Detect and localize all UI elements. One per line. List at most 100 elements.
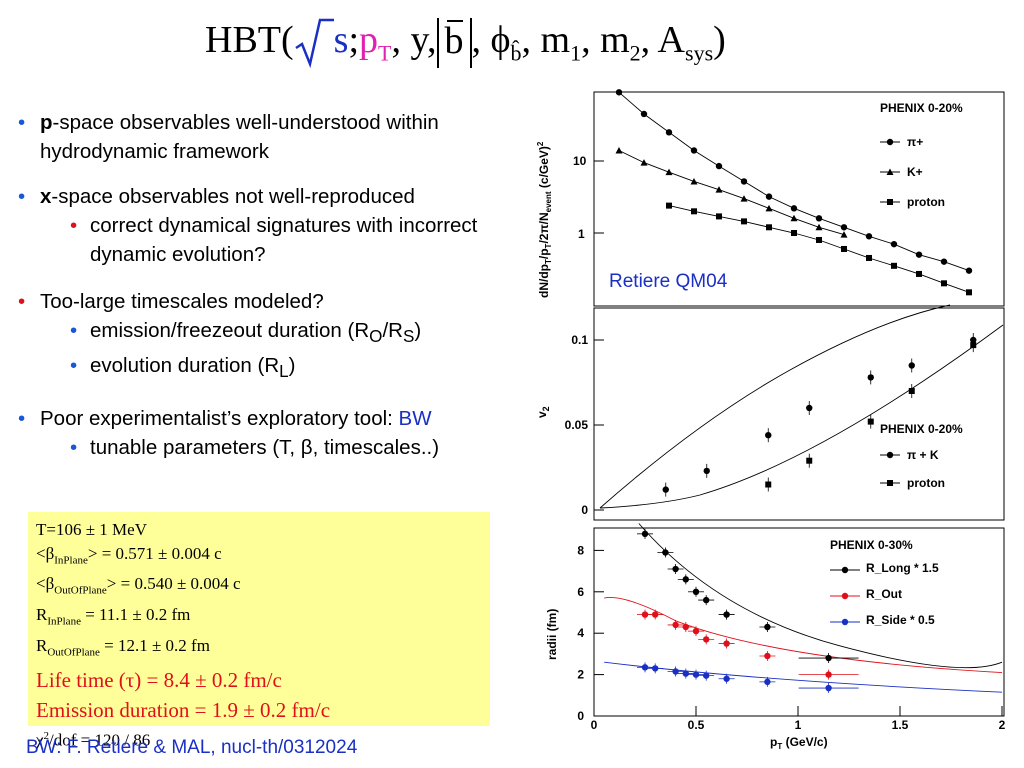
spectra-point — [665, 129, 673, 136]
radii-point — [672, 565, 679, 573]
bw-beta-outofplane: <βOutOfPlane> = 0.540 ± 0.004 c — [36, 572, 482, 603]
radii-point — [672, 668, 679, 675]
spectra-point — [790, 214, 798, 222]
spectra-point — [891, 262, 897, 269]
radii-xtick-label: 1 — [795, 718, 802, 732]
spectra-point — [690, 147, 698, 154]
bullet-text: correct dynamical signatures with incorr… — [90, 214, 478, 266]
v2-legend-title: PHENIX 0-20% — [880, 422, 963, 436]
bullet-dot-icon: • — [70, 214, 78, 237]
txt: > = 0.571 ± 0.004 c — [87, 543, 222, 563]
spectra-ytick-1: 1 — [578, 227, 585, 241]
spectra-point — [790, 205, 798, 212]
legend-marker — [886, 451, 894, 459]
bullet-text: ) — [414, 319, 422, 342]
spectra-point — [865, 233, 873, 240]
bullet-text: evolution duration (R — [90, 354, 280, 378]
txt: /dof = 120 / 86 — [49, 730, 151, 750]
spectra-point — [965, 267, 973, 274]
radii-point — [825, 654, 832, 662]
radii-ytick-label: 0 — [577, 709, 584, 723]
spectra-point — [840, 231, 848, 238]
title-b-vector: b — [436, 18, 472, 69]
v2-point — [806, 457, 813, 464]
legend-label: K+ — [907, 165, 923, 179]
spectra-point — [665, 168, 673, 176]
spectra-point — [791, 230, 797, 236]
title-phi-sub: b̂ — [510, 40, 522, 66]
txt: = 11.1 ± 0.2 fm — [80, 605, 191, 625]
bullet-bold: x — [40, 185, 52, 208]
v2-tick-label: 0 — [581, 503, 588, 517]
v2-point — [867, 374, 874, 381]
spectra-point — [740, 178, 748, 185]
txt: R — [36, 605, 48, 625]
bullet-dot-icon: • — [18, 185, 26, 208]
v2-ylabel: v2 — [535, 406, 551, 418]
spectra-frame — [593, 91, 1005, 307]
legend-label: proton — [907, 195, 945, 209]
txt: = 12.1 ± 0.2 fm — [99, 636, 210, 656]
radii-ylabel: radii (fm) — [545, 609, 559, 660]
radii-ticks: 0 2 4 6 8 0 0.5 1 1.5 2 — [577, 543, 1005, 732]
v2-fit-pik — [599, 304, 951, 509]
radii-ytick-label: 6 — [577, 585, 584, 599]
radii-point — [692, 671, 700, 678]
radii-point — [825, 671, 832, 678]
radii-point — [703, 636, 710, 643]
title-a-sub: sys — [685, 40, 714, 66]
spectra-point — [766, 224, 772, 231]
title-m2-sub: 2 — [629, 40, 641, 66]
bw-highlight: BW — [398, 407, 432, 431]
bullet-text: emission/freezeout duration (R — [90, 319, 370, 342]
radii-point — [703, 596, 710, 604]
spectra-points — [615, 89, 973, 296]
v2-ticks: 0 0.05 0.1 — [565, 333, 604, 517]
spectra-point — [841, 245, 847, 252]
legend-marker — [886, 138, 894, 146]
radii-point — [723, 640, 730, 647]
radii-ytick-label: 8 — [577, 543, 584, 557]
sub: OutOfPlane — [54, 584, 107, 597]
bullet-dot-icon: • — [70, 319, 78, 342]
title-m1-sub: 1 — [570, 40, 582, 66]
bw-r-outofplane: ROutOfPlane = 12.1 ± 0.2 fm — [36, 634, 482, 665]
bullet-x-space: • x-space observables not well-reproduce… — [18, 182, 538, 211]
title-p: p — [359, 19, 379, 61]
v2-points — [662, 333, 977, 497]
legend-label: R_Out — [866, 587, 902, 601]
title-y: , y, — [391, 19, 437, 61]
bw-beta-inplane: <βInPlane> = 0.571 ± 0.004 c — [36, 542, 482, 573]
sub-bullet-dynamical: • correct dynamical signatures with inco… — [18, 211, 538, 269]
spectra-point — [940, 258, 948, 265]
radii-fit-long — [638, 523, 1003, 669]
spectra-point — [815, 223, 823, 231]
radii-xtick-label: 0 — [591, 718, 598, 732]
spectra-point — [715, 162, 723, 170]
v2-legend: π + K proton — [880, 448, 945, 490]
bw-chi2: χ2/dof = 120 / 86 — [36, 725, 482, 752]
bullet-text: tunable parameters (T, β, timescales..) — [90, 436, 440, 460]
spectra-point — [765, 204, 773, 212]
radii-xlabel: pT (GeV/c) — [770, 735, 828, 751]
title-a: , A — [640, 19, 686, 61]
title-s: s — [333, 19, 349, 61]
spectra-point — [941, 280, 947, 287]
spectra-ytick-10: 10 — [573, 154, 587, 168]
spectra-point — [666, 202, 672, 209]
bullet-text: ) — [288, 354, 296, 378]
spectra-point — [640, 159, 648, 166]
spectra-point — [866, 254, 872, 261]
txt: <β — [36, 543, 55, 563]
title-close: ) — [713, 19, 726, 61]
sqrt-symbol — [294, 18, 334, 69]
title-p-sub: T — [378, 40, 392, 66]
txt: > = 0.540 ± 0.004 c — [106, 574, 241, 594]
txt: χ — [36, 730, 44, 750]
radii-point — [682, 623, 689, 631]
bullet-dot-icon: • — [18, 290, 26, 313]
radii-point — [703, 672, 710, 679]
v2-frame — [593, 307, 1005, 521]
bullet-list: • p-space observables well-understood wi… — [18, 108, 538, 462]
